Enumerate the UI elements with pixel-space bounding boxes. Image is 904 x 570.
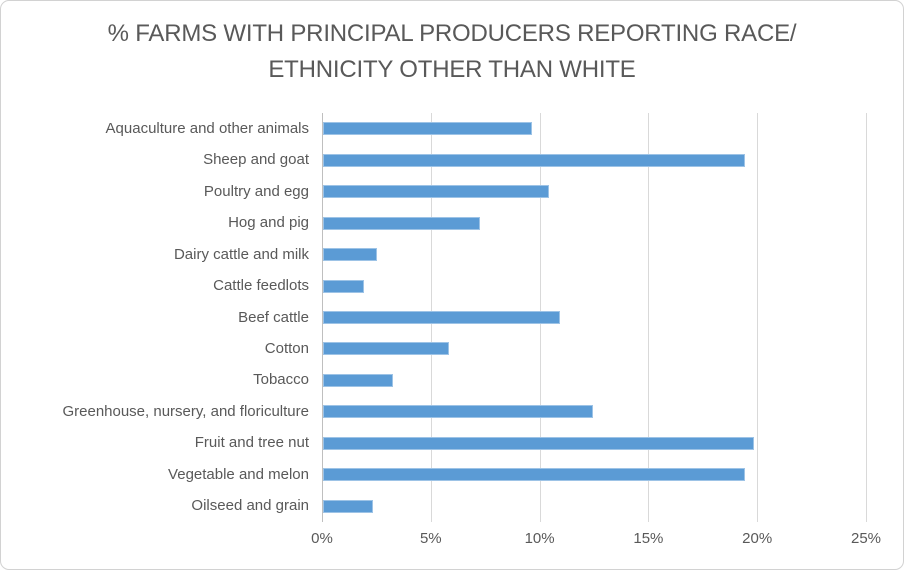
x-tick-label: 25% bbox=[850, 530, 882, 547]
chart-title: % FARMS WITH PRINCIPAL PRODUCERS REPORTI… bbox=[1, 16, 903, 88]
chart-title-line-2: ETHNICITY OTHER THAN WHITE bbox=[268, 56, 636, 83]
category-label: Tobacco bbox=[253, 371, 309, 389]
bar bbox=[323, 248, 378, 262]
category-label: Fruit and tree nut bbox=[194, 434, 309, 452]
x-tick-label: 15% bbox=[633, 530, 664, 547]
bar bbox=[323, 468, 746, 482]
gridline-15 bbox=[648, 113, 650, 522]
gridline-25 bbox=[866, 113, 867, 522]
x-tick-label: 10% bbox=[524, 530, 555, 547]
category-axis-line bbox=[322, 113, 323, 522]
category-label: Dairy cattle and milk bbox=[173, 245, 309, 263]
category-label: Cattle feedlots bbox=[213, 277, 309, 295]
chart-title-line-1: % FARMS WITH PRINCIPAL PRODUCERS REPORTI… bbox=[107, 20, 797, 47]
bar bbox=[323, 122, 532, 136]
plot-area bbox=[322, 113, 867, 522]
category-label: Greenhouse, nursery, and floriculture bbox=[62, 402, 309, 420]
bar bbox=[323, 185, 550, 199]
x-tick-label: 5% bbox=[419, 530, 442, 547]
bar bbox=[323, 342, 450, 356]
bar bbox=[323, 405, 593, 419]
bar bbox=[323, 279, 365, 293]
bar bbox=[323, 216, 480, 230]
category-axis-labels: Aquaculture and other animals Sheep and g… bbox=[1, 113, 309, 522]
category-label: Aquaculture and other animals bbox=[105, 119, 309, 137]
bar bbox=[323, 153, 746, 167]
category-label: Cotton bbox=[264, 339, 309, 357]
bar bbox=[323, 311, 561, 324]
category-label: Hog and pig bbox=[228, 214, 309, 232]
value-axis-labels: 0% 5% 10% 15% 20% 25% bbox=[311, 529, 881, 553]
gridline-20 bbox=[757, 113, 759, 522]
x-tick-label: 20% bbox=[742, 530, 773, 547]
category-label: Vegetable and melon bbox=[168, 465, 309, 483]
category-label: Beef cattle bbox=[238, 308, 309, 326]
bar bbox=[323, 373, 393, 387]
bar bbox=[323, 436, 754, 450]
category-label: Poultry and egg bbox=[203, 182, 309, 200]
bar bbox=[323, 499, 374, 513]
x-tick-label: 0% bbox=[311, 530, 333, 547]
category-label: Sheep and goat bbox=[203, 151, 309, 169]
category-label: Oilseed and grain bbox=[191, 497, 309, 515]
